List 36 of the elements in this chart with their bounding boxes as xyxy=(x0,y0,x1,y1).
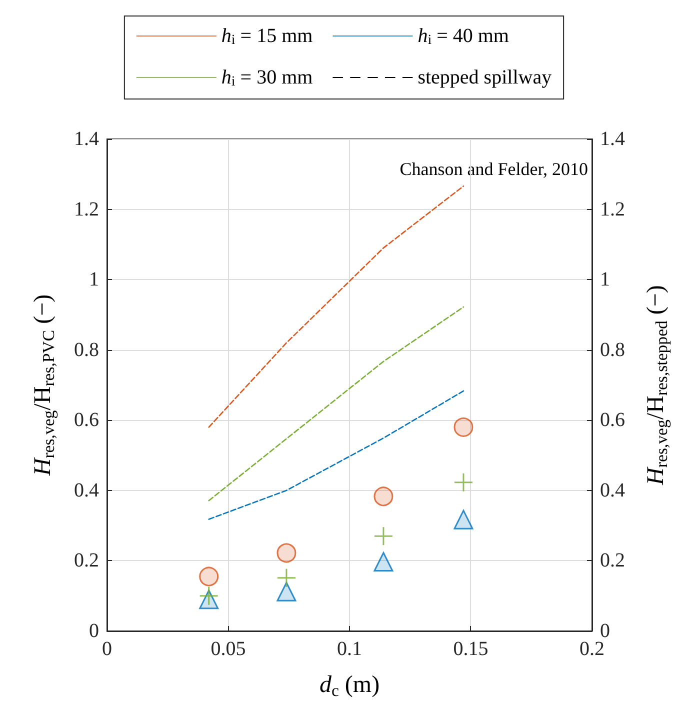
point xyxy=(374,526,394,546)
y-tick-label: 1.2 xyxy=(74,198,99,220)
point xyxy=(276,543,296,563)
point xyxy=(374,552,394,572)
y-tick-label: 0.2 xyxy=(74,550,99,572)
y2-tick-label: 0.6 xyxy=(600,409,625,432)
point xyxy=(374,486,394,506)
point xyxy=(454,510,474,530)
point xyxy=(276,568,296,588)
line-series xyxy=(208,306,464,502)
y2-tick-label: 0.8 xyxy=(600,338,625,361)
y-tick-label: 0.8 xyxy=(74,338,99,361)
y2-tick-label: 1 xyxy=(600,268,610,291)
point xyxy=(199,586,219,606)
y-tick-label: 0.4 xyxy=(74,479,99,502)
y2-tick-label: 1.2 xyxy=(600,198,625,220)
y2-tick-label: 0.2 xyxy=(600,550,625,572)
point xyxy=(454,472,474,492)
legend-label: stepped spillway xyxy=(418,66,552,88)
line-series xyxy=(208,185,464,428)
point xyxy=(199,566,219,586)
y2-tick-label: 0.4 xyxy=(600,479,625,502)
y-axis-title: Hres,veg/Hres,PVC (−) xyxy=(30,294,58,477)
x-tick-label: 0.05 xyxy=(210,638,246,660)
y-tick-label: 0.6 xyxy=(74,409,99,432)
point xyxy=(454,417,474,437)
point xyxy=(276,582,296,602)
y-tick-label: 0 xyxy=(89,620,99,642)
y2-tick-label: 1.4 xyxy=(600,128,625,150)
y2-axis-title: Hres,veg/Hres,stepped (−) xyxy=(642,285,671,486)
y-tick-label: 1 xyxy=(89,268,99,291)
line-series xyxy=(208,390,464,520)
y-tick-label: 1.4 xyxy=(74,128,99,150)
annotation: Chanson and Felder, 2010 xyxy=(400,159,588,179)
x-tick-label: 0.1 xyxy=(337,638,362,660)
x-tick-label: 0.15 xyxy=(453,638,488,660)
